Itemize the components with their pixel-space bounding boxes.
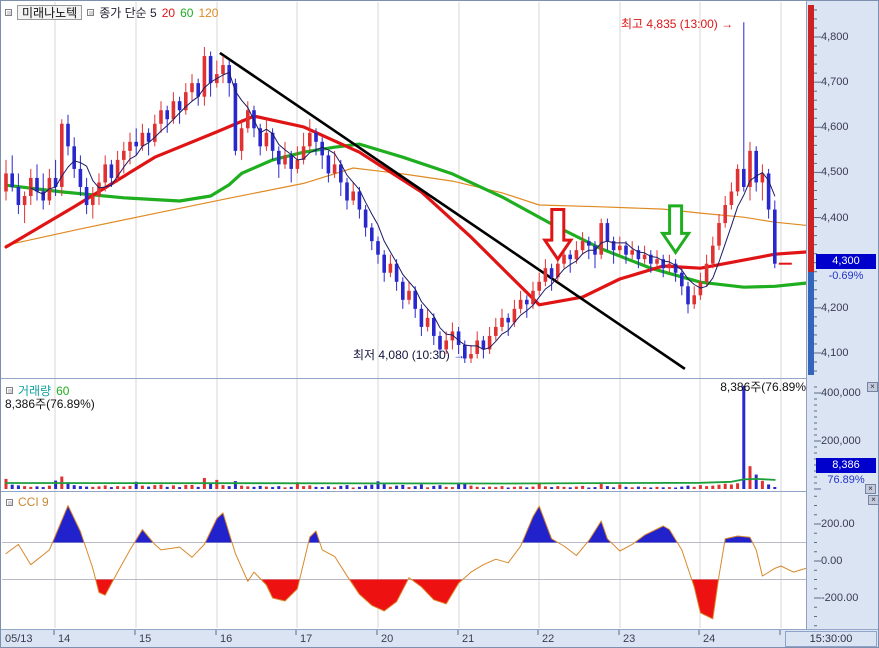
right-arrow-icon: →: [453, 348, 466, 362]
value-axis-column: 4,800 4,700 4,600 4,500 4,400 4,200 4,100 400,0…: [806, 1, 878, 629]
axis-tick-label: 4,700: [821, 76, 849, 89]
current-price-badge: 4,300: [816, 254, 876, 269]
time-axis-ticks: [53, 630, 781, 635]
price-range-bar-down: [808, 272, 814, 375]
time-axis-label: 20: [381, 633, 394, 645]
low-annotation: 최저 4,080 (10:30) →: [353, 346, 465, 363]
time-axis-label: 16: [220, 633, 233, 645]
high-annotation-text: 최고 4,835 (13:00): [621, 17, 718, 31]
time-axis-label: 15: [139, 633, 152, 645]
ma-legend-label[interactable]: 종가 단순 5: [99, 6, 157, 20]
axis-tick-label: 4,400: [821, 211, 849, 224]
right-arrow-icon: →: [721, 17, 734, 31]
ma20-period-label[interactable]: 20: [161, 5, 176, 20]
time-axis: 05/13 14 15 16 17 20 21 22 23 24 15:30:00: [1, 629, 878, 647]
high-annotation: 최고 4,835 (13:00) →: [621, 15, 733, 32]
clock-display: 15:30:00: [785, 631, 877, 647]
legend-bullet-icon: [87, 9, 95, 16]
volume-current-readout: 8,386주(76.89%): [5, 397, 95, 411]
current-volume-badge: 8,386: [816, 458, 876, 473]
panel-divider: [1, 378, 878, 379]
low-annotation-text: 최저 4,080 (10:30): [353, 348, 450, 362]
axis-tick-label: 200.00: [821, 518, 855, 530]
volume-chart-canvas[interactable]: [2, 379, 806, 491]
legend-bullet-icon: [6, 498, 13, 506]
time-axis-label: 22: [542, 633, 555, 645]
volume-panel-header[interactable]: 거래량 60: [6, 382, 69, 399]
close-cci-pane-button[interactable]: ×: [868, 495, 878, 505]
time-axis-label: 17: [300, 633, 313, 645]
axis-tick-label: 4,500: [821, 166, 849, 179]
axis-tick-label: 4,800: [821, 31, 849, 43]
cci-title: CCI 9: [18, 495, 49, 509]
axis-tick-label: -200.00: [821, 592, 859, 604]
price-legend: 미래나노텍 종가 단순 5 20 60 120: [5, 4, 218, 21]
time-axis-label: 24: [703, 633, 716, 645]
volume-spike-label: 8,386주(76.89%): [720, 380, 810, 394]
panel-divider: [1, 491, 878, 492]
axis-tick-label: 4,600: [821, 121, 849, 134]
axis-tick-label: 4,100: [821, 346, 849, 359]
legend-bullet-icon: [5, 9, 12, 16]
price-chart-canvas[interactable]: [2, 2, 806, 379]
axis-tick-label: 400,000: [821, 387, 861, 399]
volume-period-label: 60: [56, 383, 70, 398]
price-range-bar-up: [808, 5, 814, 272]
axis-tick-label: 200,000: [821, 435, 861, 447]
collapse-volume-pane-button[interactable]: ×: [865, 484, 876, 494]
ma60-period-label[interactable]: 60: [180, 5, 194, 20]
cci-chart-canvas[interactable]: [2, 492, 806, 628]
axis-tick-label: 4,200: [821, 301, 849, 314]
price-change-label: -0.69%: [828, 270, 864, 282]
ma120-period-label[interactable]: 120: [198, 5, 219, 20]
symbol-label[interactable]: 미래나노텍: [17, 5, 83, 20]
time-axis-label: 14: [58, 633, 71, 645]
time-axis-label: 23: [623, 633, 636, 645]
volume-title: 거래량: [18, 384, 52, 398]
cci-panel-header[interactable]: CCI 9: [6, 495, 49, 509]
close-volume-pane-button[interactable]: ×: [867, 382, 878, 392]
axis-tick-label: 0.00: [821, 555, 843, 567]
volume-percent-label: 76.89%: [827, 474, 865, 486]
time-axis-label: 05/13: [5, 633, 33, 645]
legend-bullet-icon: [6, 387, 13, 394]
time-axis-label: 21: [462, 633, 475, 645]
